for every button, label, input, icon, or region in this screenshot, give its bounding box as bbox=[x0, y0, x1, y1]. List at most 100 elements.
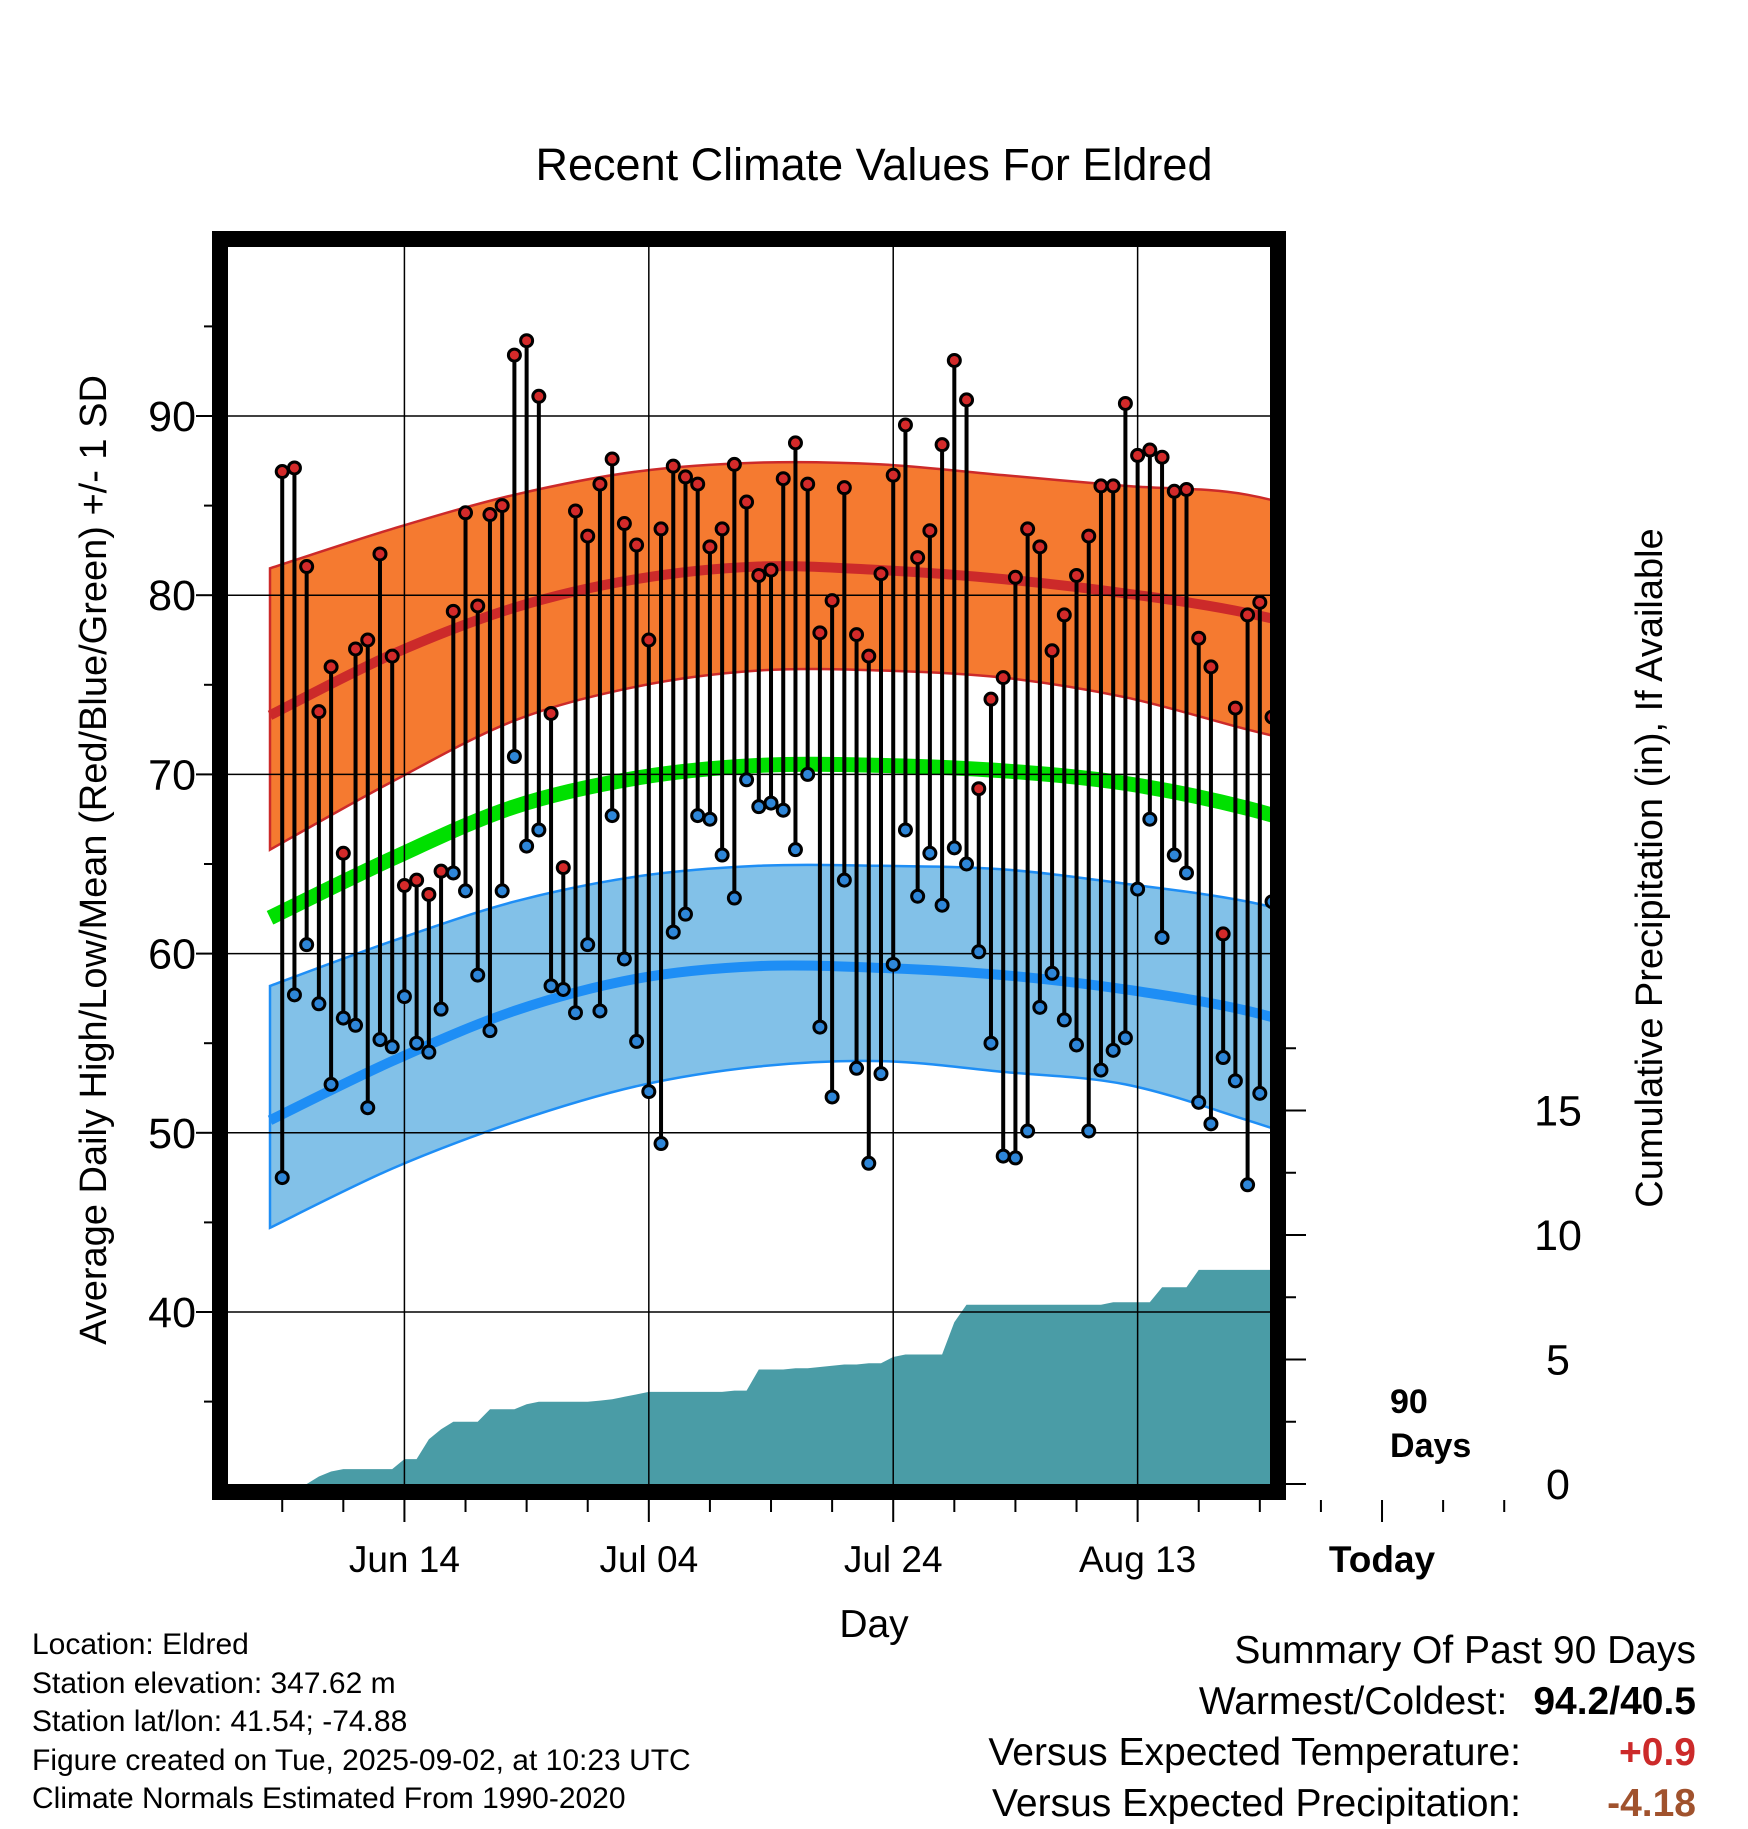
daily-low-point bbox=[531, 822, 547, 838]
daily-high-point bbox=[1142, 442, 1158, 458]
daily-high-point bbox=[470, 598, 486, 614]
y2-tick-label-10: 10 bbox=[1534, 1212, 1582, 1260]
daily-high-point bbox=[543, 705, 559, 721]
daily-high-point bbox=[458, 505, 474, 521]
daily-low-point bbox=[580, 937, 596, 953]
daily-high-point bbox=[421, 886, 437, 902]
daily-low-point bbox=[702, 811, 718, 827]
daily-low-point bbox=[1303, 1200, 1315, 1212]
daily-low-point bbox=[1081, 1123, 1097, 1139]
daily-low-point bbox=[726, 890, 742, 906]
daily-low-point bbox=[1056, 1012, 1072, 1028]
daily-high-point bbox=[1327, 756, 1339, 768]
daily-low-point bbox=[787, 842, 803, 858]
daily-low-point bbox=[482, 1023, 498, 1039]
daily-high-point bbox=[445, 603, 461, 619]
daily-high-point bbox=[702, 539, 718, 555]
daily-high-point bbox=[824, 593, 840, 609]
daily-low-point bbox=[1179, 865, 1194, 881]
x-tick-label-jul-24: Jul 24 bbox=[844, 1539, 943, 1580]
daily-low-point bbox=[286, 987, 302, 1003]
daily-high-point bbox=[482, 507, 498, 523]
daily-low-point bbox=[433, 1001, 449, 1017]
daily-low-point bbox=[885, 956, 901, 972]
daily-low-point bbox=[360, 1100, 376, 1116]
daily-high-point bbox=[726, 456, 742, 472]
daily-high-point bbox=[1179, 481, 1194, 497]
y-tick-label-60: 60 bbox=[148, 931, 196, 979]
precip-row: Versus Expected Precipitation: -4.18 bbox=[988, 1778, 1696, 1829]
daily-low-point bbox=[995, 1148, 1011, 1164]
daily-low-point bbox=[629, 1033, 645, 1049]
daily-high-point bbox=[1252, 594, 1268, 610]
x-tick-label-today: Today bbox=[1329, 1539, 1436, 1580]
daily-low-point bbox=[1203, 1116, 1219, 1132]
daily-low-point bbox=[311, 996, 327, 1012]
daily-high-point bbox=[555, 860, 571, 876]
daily-high-point bbox=[506, 347, 522, 363]
y-tick-label-90: 90 bbox=[148, 393, 196, 441]
daily-low-point bbox=[458, 883, 474, 899]
daily-high-point bbox=[934, 437, 950, 453]
daily-high-point bbox=[1240, 607, 1256, 623]
daily-high-point bbox=[1117, 395, 1133, 411]
summary-title: Summary Of Past 90 Days bbox=[1234, 1629, 1696, 1672]
daily-high-point bbox=[1093, 478, 1109, 494]
daily-low-point bbox=[800, 766, 816, 782]
daily-high-point bbox=[1081, 528, 1097, 544]
daily-low-point bbox=[1117, 1030, 1133, 1046]
daily-high-point bbox=[568, 503, 583, 519]
daily-low-point bbox=[616, 951, 632, 967]
daily-high-point bbox=[1032, 539, 1048, 555]
daily-low-point bbox=[1215, 1050, 1231, 1066]
daily-low-point bbox=[763, 795, 779, 811]
daily-high-point bbox=[897, 417, 913, 433]
temp-label: Versus Expected Temperature: bbox=[988, 1731, 1521, 1774]
daily-low-point bbox=[543, 978, 559, 994]
latlon-text: Station lat/lon: 41.54; -74.88 bbox=[32, 1705, 408, 1738]
daily-low-point bbox=[849, 1060, 865, 1076]
temp-row: Versus Expected Temperature: +0.9 bbox=[988, 1727, 1696, 1778]
daily-low-point bbox=[910, 888, 926, 904]
y2-tick-label-5: 5 bbox=[1546, 1337, 1570, 1385]
y-tick-label-80: 80 bbox=[148, 572, 196, 620]
daily-low-point bbox=[274, 1170, 290, 1186]
daily-low-point bbox=[1069, 1037, 1085, 1053]
daily-low-point bbox=[1044, 965, 1060, 981]
y-axis-label: Average Daily High/Low/Mean (Red/Blue/Gr… bbox=[73, 375, 115, 1345]
daily-high-point bbox=[519, 333, 535, 349]
precip-value: -4.18 bbox=[1607, 1782, 1696, 1825]
daily-low-point bbox=[983, 1035, 999, 1051]
daily-high-point bbox=[787, 435, 803, 451]
daily-high-point bbox=[1105, 478, 1121, 494]
daily-low-point bbox=[1191, 1094, 1207, 1110]
daily-high-point bbox=[653, 521, 669, 537]
daily-high-point bbox=[360, 632, 376, 648]
daily-high-point bbox=[1303, 819, 1315, 831]
daily-high-point bbox=[1215, 926, 1231, 942]
daily-low-point bbox=[1315, 1276, 1327, 1288]
daily-high-point bbox=[641, 632, 657, 648]
y-tick-label-50: 50 bbox=[148, 1110, 196, 1158]
daily-high-point bbox=[616, 516, 632, 532]
daily-high-point bbox=[971, 781, 987, 797]
daily-low-point bbox=[1290, 1179, 1302, 1191]
daily-low-point bbox=[1093, 1062, 1109, 1078]
daily-high-point bbox=[494, 498, 510, 514]
x-tick-label-jul-04: Jul 04 bbox=[599, 1539, 698, 1580]
plot-area: 90 Days 40 50 60 70 80 90 0 5 10 15 Jun 14 Jul 04 Jul … bbox=[148, 231, 1582, 1580]
daily-high-point bbox=[348, 641, 364, 657]
daily-low-point bbox=[1007, 1150, 1023, 1166]
daily-low-point bbox=[1154, 929, 1170, 945]
daily-high-point bbox=[849, 627, 865, 643]
daily-high-point bbox=[763, 562, 779, 578]
daily-high-point bbox=[1203, 659, 1219, 675]
warm-cold-row: Warmest/Coldest: 94.2/40.5 bbox=[988, 1676, 1696, 1727]
daily-low-point bbox=[470, 967, 486, 983]
daily-low-point bbox=[824, 1089, 840, 1105]
daily-high-point bbox=[751, 567, 767, 583]
daily-low-point bbox=[1327, 1170, 1339, 1182]
daily-low-point bbox=[396, 989, 412, 1005]
daily-high-point bbox=[433, 863, 449, 879]
daily-high-point bbox=[1044, 643, 1060, 659]
